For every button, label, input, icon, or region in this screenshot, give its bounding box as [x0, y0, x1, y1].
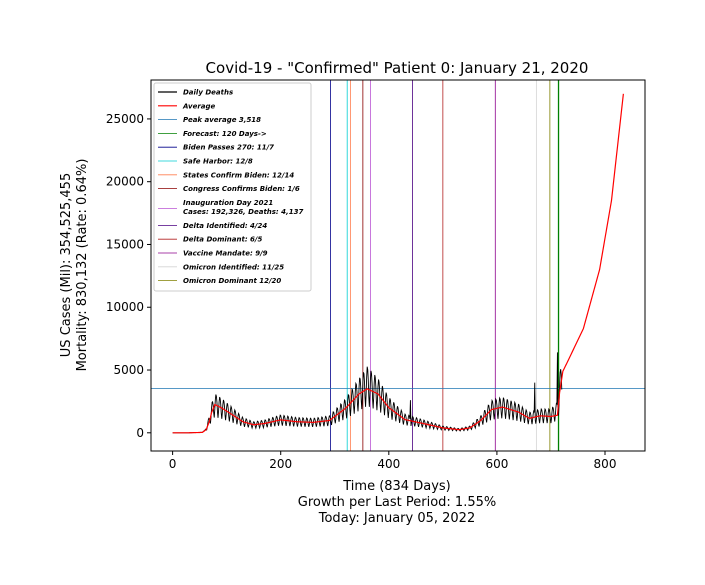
y-tick-label-1: 5000: [113, 363, 144, 377]
x-axis-label-line-1: Time (834 Days): [342, 479, 450, 494]
average-line: [172, 93, 624, 434]
x-axis-ticks: 0 200 400 600 800: [169, 451, 617, 471]
legend-label-5: Safe Harbor: 12/8: [183, 158, 253, 166]
legend-box: [153, 82, 312, 292]
legend: Daily Deaths Average Peak average 3,518 For…: [153, 82, 312, 292]
daily-deaths-series: [172, 352, 563, 434]
x-axis-label: Time (834 Days) Growth per Last Period: …: [298, 479, 496, 526]
legend-label-12: Omicron Identified: 11/25: [183, 263, 284, 271]
legend-label-8-line-2: Cases: 192,326, Deaths: 4,137: [183, 208, 303, 216]
event-lines: [330, 80, 560, 451]
y-axis-ticks: 0 5000 10000 15000 20000 25000: [106, 112, 151, 440]
y-tick-label-0: 0: [136, 426, 144, 440]
legend-label-6: States Confirm Biden: 12/14: [183, 171, 294, 179]
legend-label-8: Inauguration Day 2021: [183, 199, 273, 207]
legend-label-7: Congress Confirms Biden: 1/6: [183, 185, 300, 193]
daily-deaths-line: [172, 352, 563, 434]
legend-label-2: Peak average 3,518: [183, 116, 261, 124]
y-tick-label-3: 15000: [106, 237, 144, 251]
y-tick-label-5: 25000: [106, 112, 144, 126]
x-tick-label-3: 600: [485, 457, 508, 471]
legend-label-3: Forecast: 120 Days->: [183, 130, 267, 138]
y-tick-label-2: 10000: [106, 300, 144, 314]
legend-label-0: Daily Deaths: [183, 89, 233, 97]
y-axis-label-line-2: Mortality: 830,132 (Rate: 0.64%): [75, 159, 90, 372]
x-axis-label-line-3: Today: January 05, 2022: [318, 511, 475, 526]
x-tick-label-4: 800: [594, 457, 617, 471]
legend-label-1: Average: [182, 102, 216, 110]
plot-frame: [150, 79, 646, 452]
y-axis-label: US Cases (Mil): 354,525,455 Mortality: 8…: [59, 159, 90, 372]
legend-label-11: Vaccine Mandate: 9/9: [183, 250, 268, 258]
y-axis-label-line-1: US Cases (Mil): 354,525,455: [59, 173, 74, 357]
x-axis-label-line-2: Growth per Last Period: 1.55%: [298, 495, 496, 510]
x-tick-label-2: 400: [377, 457, 400, 471]
y-tick-label-4: 20000: [106, 175, 144, 189]
legend-label-13: Omicron Dominant 12/20: [183, 277, 281, 285]
x-tick-label-0: 0: [169, 457, 177, 471]
legend-label-4: Biden Passes 270: 11/7: [183, 144, 274, 152]
x-tick-label-1: 200: [269, 457, 292, 471]
legend-label-9: Delta Identified: 4/24: [183, 222, 267, 230]
chart-title: Covid-19 - "Confirmed" Patient 0: Januar…: [206, 59, 589, 77]
legend-label-10: Delta Dominant: 6/5: [183, 236, 262, 244]
average-series: [172, 93, 624, 434]
